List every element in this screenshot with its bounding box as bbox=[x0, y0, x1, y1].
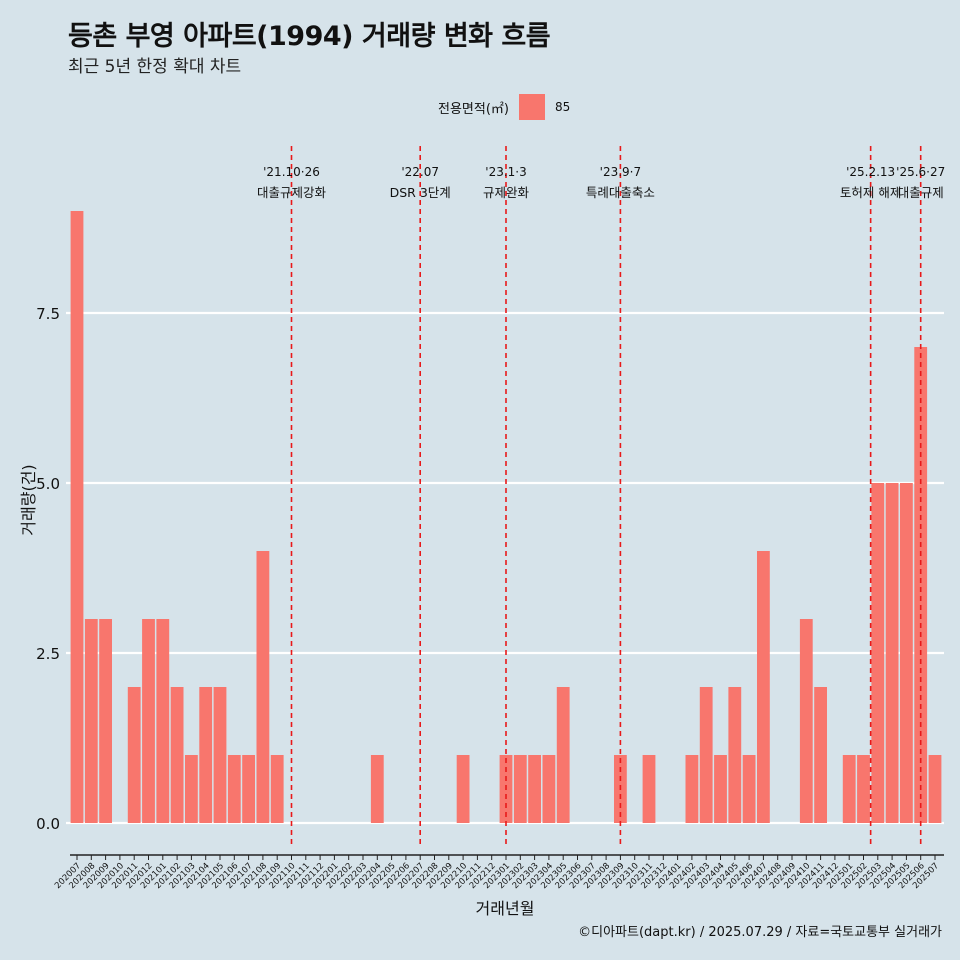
event-label-3: 규제완화 bbox=[483, 185, 530, 200]
bar-202101 bbox=[156, 619, 170, 823]
legend-title: 전용면적(㎡) bbox=[438, 101, 509, 117]
legend: 전용면적(㎡) 85 bbox=[438, 94, 570, 120]
bar-202107 bbox=[242, 755, 255, 823]
event-date-5: '25.2.13 bbox=[846, 165, 895, 179]
bar-202504 bbox=[885, 483, 899, 823]
chart-title: 등촌 부영 아파트(1994) 거래량 변화 흐름 bbox=[68, 21, 551, 52]
bar-202502 bbox=[857, 755, 870, 823]
event-date-2: '22.07 bbox=[401, 165, 439, 179]
legend-label-85: 85 bbox=[554, 100, 571, 114]
bar-202009 bbox=[99, 619, 112, 823]
bar-202411 bbox=[814, 687, 827, 823]
bar-202102 bbox=[170, 687, 184, 823]
bar-202007 bbox=[70, 211, 84, 823]
bar-202012 bbox=[142, 619, 155, 823]
y-tick-label: 0.0 bbox=[36, 815, 60, 833]
bar-202109 bbox=[270, 755, 284, 823]
event-label-6: 대출규제 bbox=[898, 185, 944, 200]
event-date-6: '25.6·27 bbox=[896, 165, 945, 179]
bar-202204 bbox=[370, 755, 384, 823]
y-tick-label: 5.0 bbox=[36, 475, 60, 493]
bar-202501 bbox=[842, 755, 856, 823]
bar-202008 bbox=[84, 619, 98, 823]
bar-202407 bbox=[757, 551, 770, 823]
bar-202311 bbox=[642, 755, 656, 823]
bar-202104 bbox=[199, 687, 213, 823]
event-label-4: 특례대출축소 bbox=[586, 185, 655, 200]
bar-202302 bbox=[513, 755, 527, 823]
bar-202507 bbox=[928, 755, 942, 823]
y-tick-label: 2.5 bbox=[36, 645, 60, 663]
chart-subtitle: 최근 5년 한정 확대 차트 bbox=[68, 57, 242, 77]
bar-202108 bbox=[256, 551, 270, 823]
bar-202406 bbox=[742, 755, 756, 823]
event-date-4: '23.9·7 bbox=[600, 165, 641, 179]
bar-202503 bbox=[871, 483, 885, 823]
bar-202404 bbox=[714, 755, 727, 823]
bar-202410 bbox=[799, 619, 813, 823]
event-label-2: DSR 3단계 bbox=[390, 185, 451, 200]
event-date-3: '23.1·3 bbox=[485, 165, 526, 179]
bar-202403 bbox=[699, 687, 713, 823]
bar-202305 bbox=[556, 687, 570, 823]
bar-202402 bbox=[685, 755, 699, 823]
bar-202105 bbox=[213, 687, 227, 823]
bar-202210 bbox=[456, 755, 470, 823]
event-label-5: 토허제 해제 bbox=[840, 185, 901, 200]
event-label-1: 대출규제강화 bbox=[257, 185, 327, 200]
bar-202405 bbox=[728, 687, 742, 823]
x-axis-label: 거래년월 bbox=[476, 899, 535, 918]
y-tick-label: 7.5 bbox=[36, 305, 60, 323]
event-date-1: '21.10·26 bbox=[263, 165, 320, 179]
bar-202106 bbox=[227, 755, 241, 823]
bar-202011 bbox=[127, 687, 141, 823]
source-caption: ©디아파트(dapt.kr) / 2025.07.29 / 자료=국토교통부 실… bbox=[578, 925, 942, 940]
bar-202506 bbox=[914, 347, 928, 823]
bar-202103 bbox=[185, 755, 198, 823]
bar-202304 bbox=[542, 755, 556, 823]
y-axis-label: 거래량(건) bbox=[19, 464, 38, 535]
legend-swatch-85 bbox=[518, 94, 545, 120]
bar-202303 bbox=[528, 755, 541, 823]
bar-202505 bbox=[900, 483, 913, 823]
